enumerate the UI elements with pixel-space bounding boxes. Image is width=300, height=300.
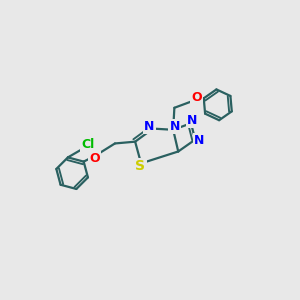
Text: O: O xyxy=(89,152,100,165)
Text: Cl: Cl xyxy=(81,137,94,151)
Text: N: N xyxy=(169,120,180,133)
Text: O: O xyxy=(191,91,202,104)
Text: N: N xyxy=(194,134,205,147)
Text: S: S xyxy=(136,159,146,173)
Text: N: N xyxy=(144,120,154,133)
Text: N: N xyxy=(187,114,197,128)
